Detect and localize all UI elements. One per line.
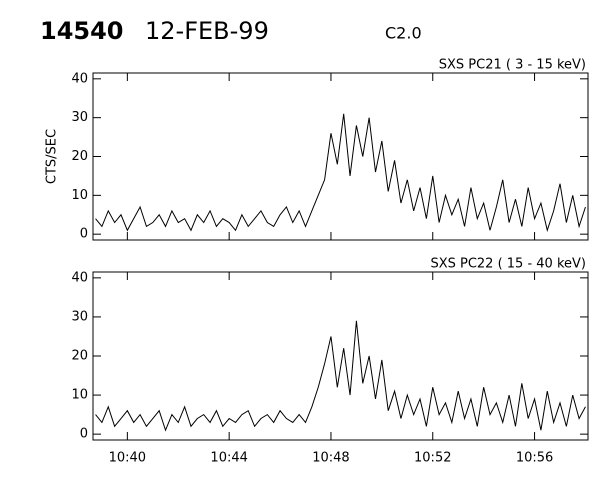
- panel-label: SXS PC22 ( 15 - 40 keV): [430, 257, 586, 272]
- y-tick-label: 10: [71, 188, 88, 203]
- data-line: [95, 113, 586, 233]
- event-id: 14540: [40, 17, 124, 45]
- y-tick-label: 0: [80, 227, 88, 242]
- x-tick-label: 10:44: [210, 451, 247, 466]
- x-tick-label: 10:56: [516, 451, 553, 466]
- date: 12-FEB-99: [145, 17, 269, 45]
- y-tick-label: 10: [71, 388, 88, 403]
- y-tick-label: 30: [71, 110, 88, 125]
- y-tick-label: 20: [71, 149, 88, 164]
- x-tick-label: 10:40: [109, 451, 146, 466]
- y-axis-label: CTS/SEC: [45, 129, 60, 184]
- y-tick-label: 20: [71, 349, 88, 364]
- panel-label: SXS PC21 ( 3 - 15 keV): [439, 58, 586, 73]
- y-tick-label: 40: [71, 71, 88, 86]
- y-tick-label: 30: [71, 309, 88, 324]
- data-line: [95, 320, 586, 432]
- y-tick-label: 40: [71, 270, 88, 285]
- flare-class: C2.0: [385, 24, 422, 43]
- x-tick-label: 10:48: [312, 451, 349, 466]
- x-tick-label: 10:52: [414, 451, 451, 466]
- y-tick-label: 0: [80, 427, 88, 442]
